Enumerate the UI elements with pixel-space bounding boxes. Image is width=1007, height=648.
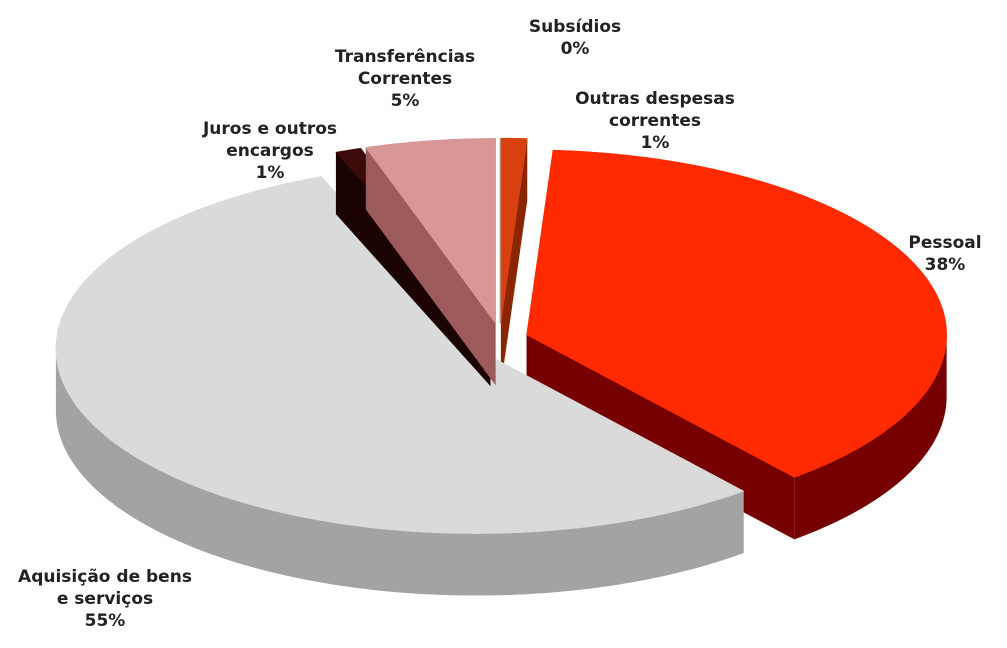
data-label: Transferências Correntes 5% — [310, 46, 500, 112]
slice-rim — [55, 348, 744, 596]
data-label: Juros e outros encargos 1% — [175, 118, 365, 184]
pie-slice — [500, 137, 528, 386]
slice-top — [55, 176, 745, 534]
category-name: Outras despesas correntes — [575, 89, 735, 131]
category-name: Transferências Correntes — [334, 47, 476, 89]
data-label: Pessoal 38% — [850, 232, 1007, 276]
value-label: 1% — [255, 163, 285, 183]
pie-slice — [55, 176, 745, 596]
value-label: 1% — [640, 133, 670, 153]
slice-wall — [500, 138, 528, 386]
data-label: Outras despesas correntes 1% — [560, 88, 750, 154]
slice-wall — [365, 147, 496, 386]
pie-slice — [526, 149, 947, 540]
category-name: Aquisição de bens e serviços — [18, 567, 192, 609]
data-label: Aquisição de bens e serviços 55% — [10, 566, 200, 632]
value-label: 55% — [84, 611, 126, 631]
data-label: Subsídios 0% — [480, 16, 670, 60]
pie-slice — [365, 138, 496, 386]
value-label: 38% — [924, 255, 966, 275]
value-label: 0% — [560, 39, 590, 59]
slice-top — [500, 137, 528, 324]
category-name: Juros e outros encargos — [202, 119, 338, 161]
value-label: 5% — [390, 91, 420, 111]
category-name: Subsídios — [528, 17, 622, 37]
slice-top — [526, 149, 947, 478]
slice-rim — [794, 334, 947, 540]
category-name: Pessoal — [908, 233, 982, 253]
slice-top — [365, 138, 496, 325]
